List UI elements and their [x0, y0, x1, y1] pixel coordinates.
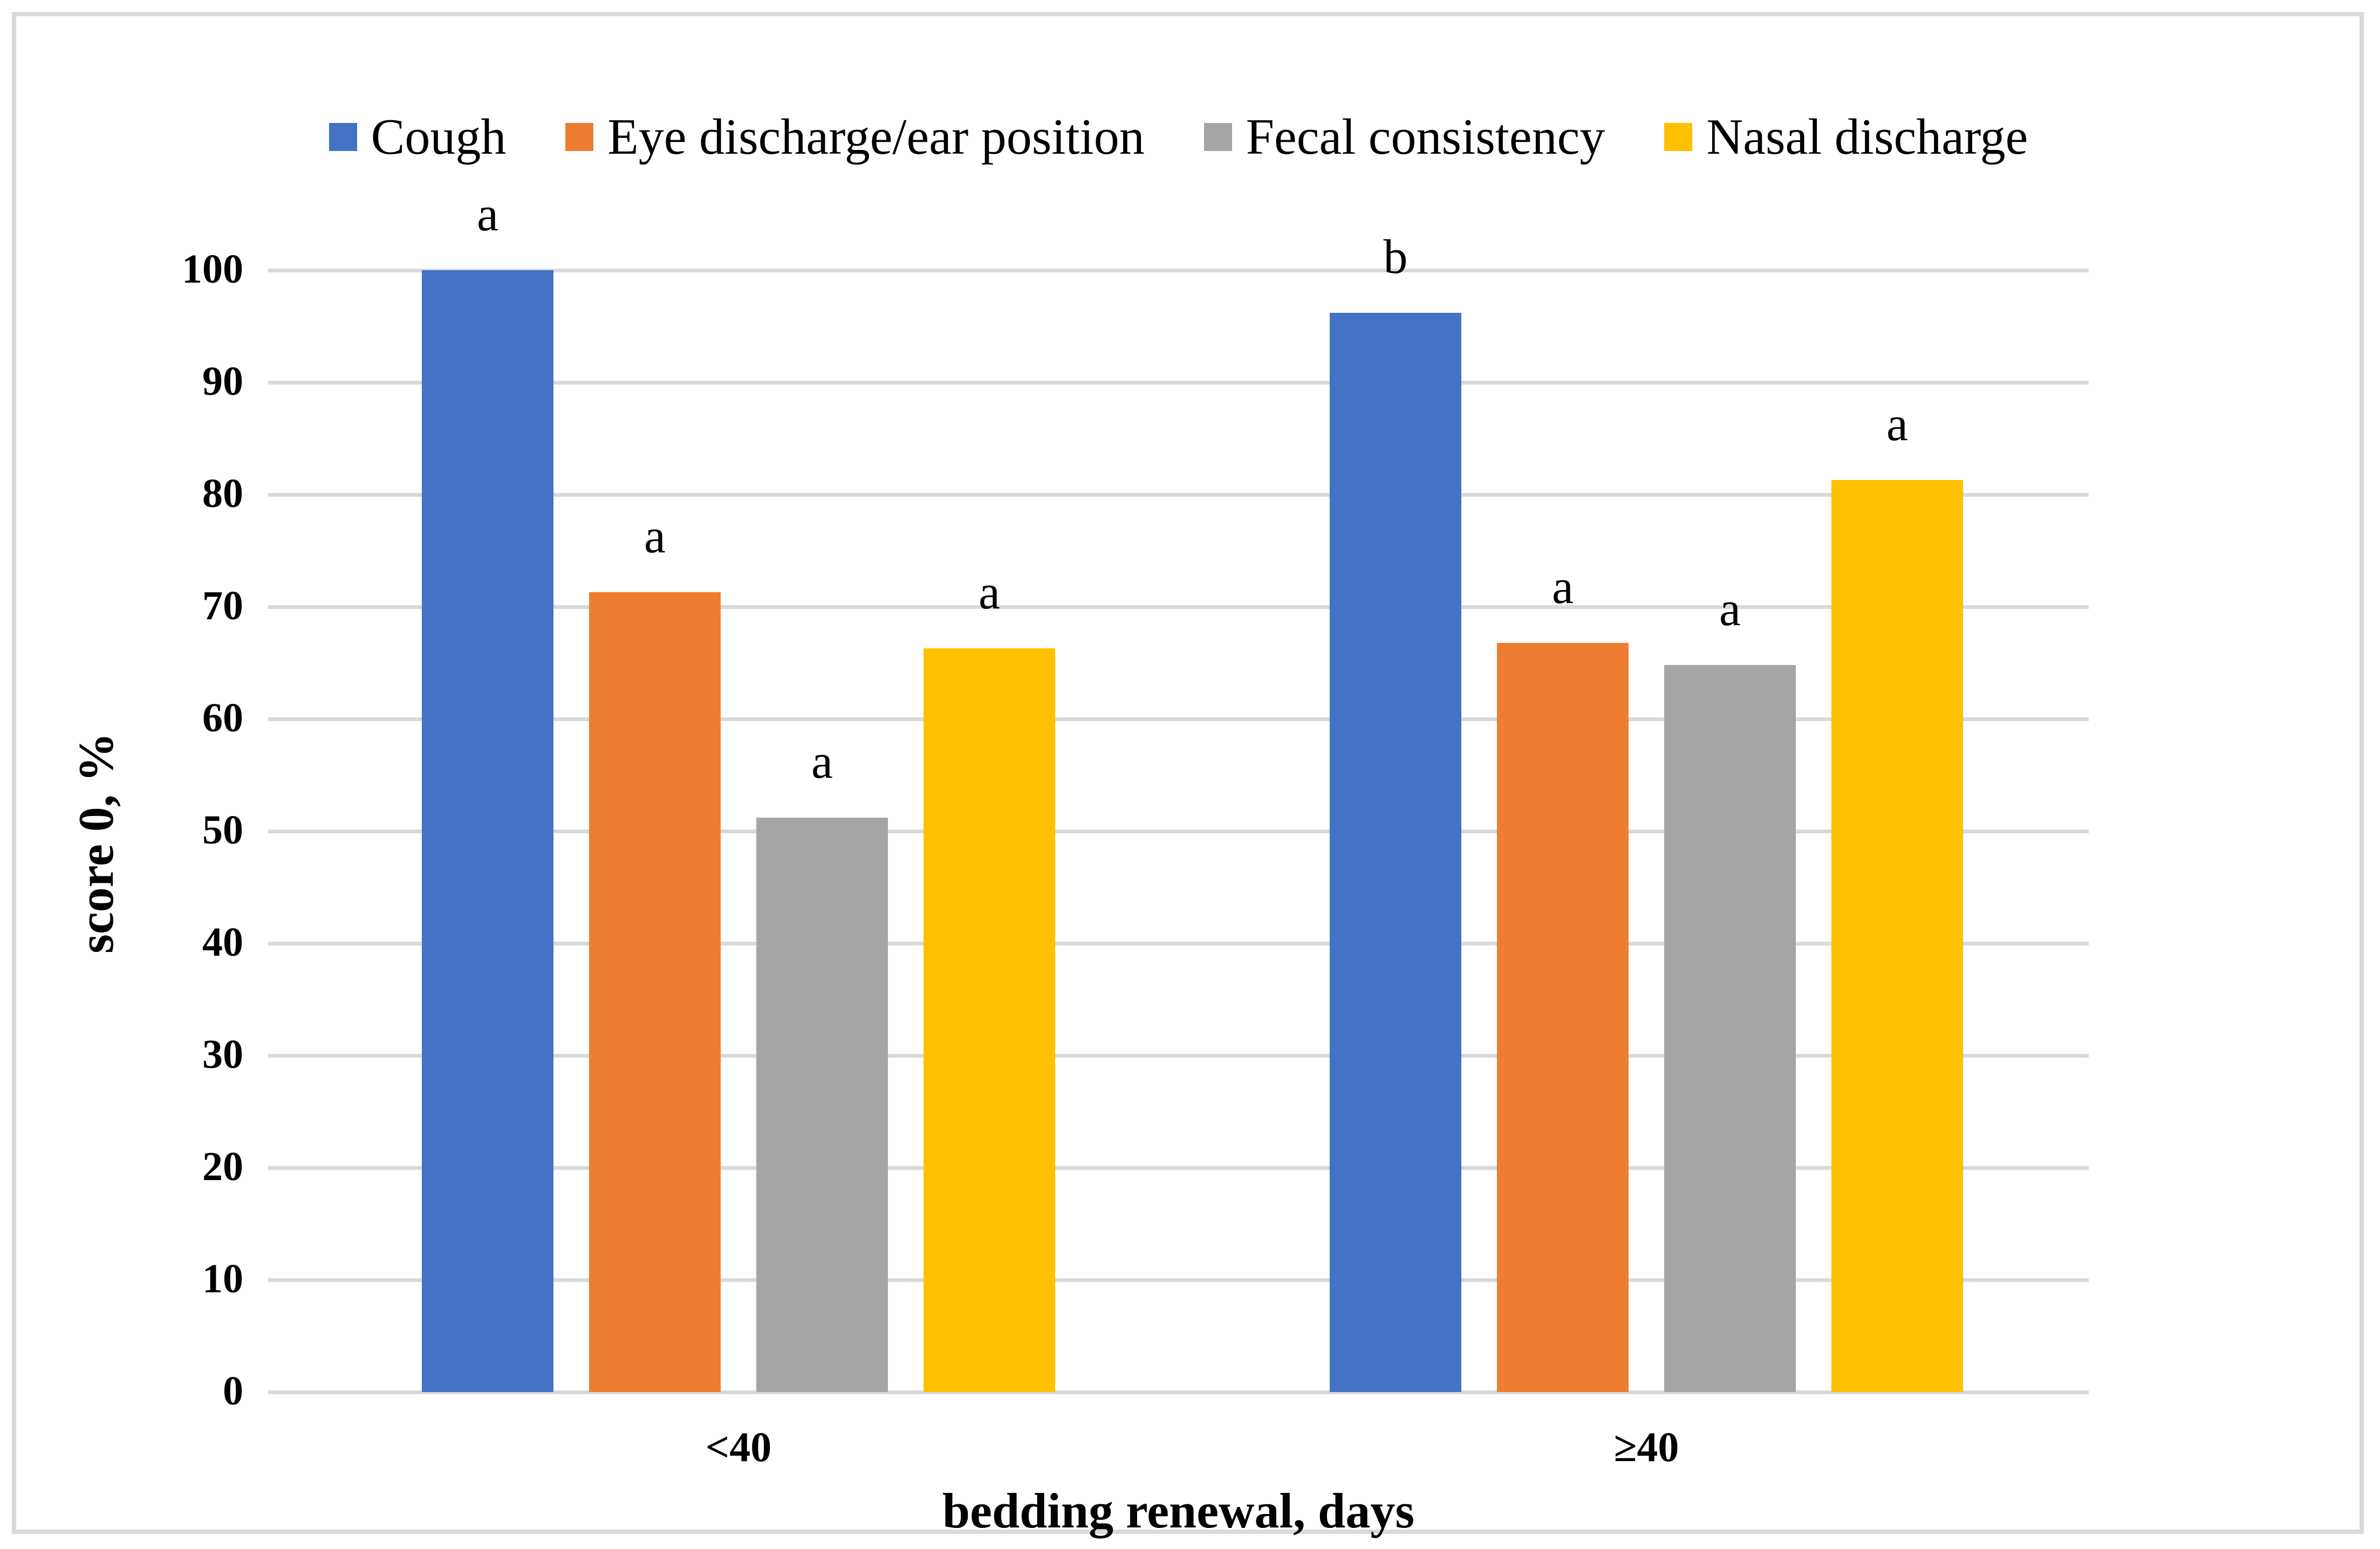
- y-tick-label-0: 0: [223, 1368, 243, 1414]
- bar-eye-discharge-ear-position-40: a: [1497, 563, 1629, 1392]
- gridline-20: [268, 1166, 2089, 1170]
- y-tick-label-60: 60: [202, 695, 243, 741]
- legend-swatch-icon: [565, 123, 594, 151]
- bar-fecal-consistency-40: a: [1664, 585, 1796, 1392]
- gridline-0: [268, 1390, 2089, 1394]
- chart-figure: Cough Eye discharge/ear position Fecal con…: [12, 12, 2364, 1538]
- gridline-30: [268, 1053, 2089, 1058]
- bar-nasal-discharge-40: a: [1831, 400, 1963, 1392]
- bar-cough-40: b: [1330, 233, 1461, 1392]
- significance-letter: a: [644, 509, 666, 563]
- y-tick-label-20: 20: [202, 1143, 243, 1189]
- y-tick-label-40: 40: [202, 919, 243, 965]
- gridline-50: [268, 829, 2089, 833]
- gridline-70: [268, 605, 2089, 609]
- legend-item-eye-discharge-ear-position: Eye discharge/ear position: [565, 108, 1145, 166]
- x-axis-category-labels: <40 ≥40: [268, 1423, 2089, 1482]
- y-tick-label-50: 50: [202, 807, 243, 853]
- legend-swatch-icon: [329, 123, 357, 151]
- bar-group-40: b a a a: [1330, 233, 1963, 1392]
- legend-swatch-icon: [1203, 123, 1232, 151]
- gridline-90: [268, 380, 2089, 385]
- bar-eye-discharge-ear-position-40: a: [589, 512, 721, 1392]
- gridline-40: [268, 941, 2089, 945]
- gridline-10: [268, 1278, 2089, 1282]
- significance-letter: a: [1552, 560, 1574, 614]
- bar-cough-40: a: [422, 190, 553, 1392]
- bar-fecal-consistency-40: a: [756, 738, 888, 1392]
- gridline-80: [268, 492, 2089, 497]
- legend-item-fecal-consistency: Fecal consistency: [1203, 108, 1605, 166]
- legend-label: Nasal discharge: [1706, 109, 2028, 165]
- legend-item-nasal-discharge: Nasal discharge: [1664, 108, 2028, 166]
- significance-letter: a: [979, 565, 1000, 619]
- bar-group-40: a a a a: [422, 190, 1055, 1392]
- plot-area: a a a a b a a a: [268, 190, 2089, 1394]
- legend: Cough Eye discharge/ear position Fecal con…: [268, 108, 2089, 166]
- legend-label: Fecal consistency: [1246, 109, 1605, 165]
- significance-letter: a: [477, 188, 498, 241]
- legend-label: Eye discharge/ear position: [607, 109, 1145, 165]
- y-tick-label-80: 80: [202, 470, 243, 516]
- gridline-60: [268, 717, 2089, 721]
- significance-letter: a: [1719, 582, 1741, 636]
- x-axis-title: bedding renewal, days: [942, 1483, 1415, 1538]
- gridline-100: [268, 268, 2089, 272]
- y-tick-label-100: 100: [182, 246, 243, 292]
- significance-letter: b: [1383, 230, 1408, 284]
- bar-nasal-discharge-40: a: [924, 568, 1055, 1392]
- legend-item-cough: Cough: [329, 108, 507, 166]
- y-tick-label-90: 90: [202, 358, 243, 404]
- y-tick-label-10: 10: [202, 1256, 243, 1301]
- y-tick-label-70: 70: [202, 582, 243, 628]
- legend-swatch-icon: [1664, 123, 1693, 151]
- legend-label: Cough: [371, 109, 507, 165]
- x-category-label-40: ≥40: [1613, 1423, 1679, 1470]
- significance-letter: a: [811, 735, 833, 789]
- y-tick-label-30: 30: [202, 1031, 243, 1077]
- significance-letter: a: [1886, 397, 1908, 451]
- y-axis-tick-labels: 100 90 80 70 60 50 40 30 20 10 0: [16, 246, 243, 1414]
- x-category-label-40: <40: [705, 1423, 772, 1470]
